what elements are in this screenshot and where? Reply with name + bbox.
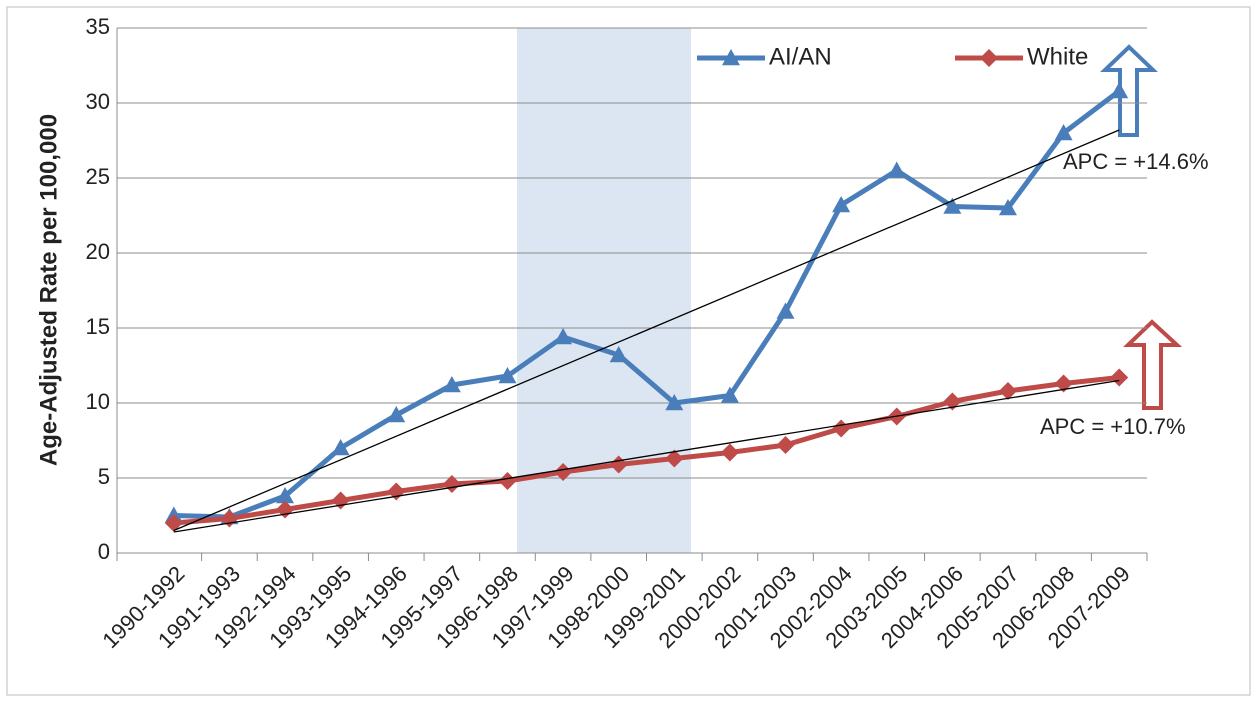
point-marker (276, 487, 295, 504)
y-tick-label: 5 (98, 464, 110, 489)
point-marker (998, 382, 1017, 400)
point-marker (998, 199, 1017, 216)
point-marker (1054, 124, 1073, 141)
y-tick-label: 25 (86, 164, 110, 189)
y-tick-label: 35 (86, 14, 110, 39)
annotation: APC = +10.7% (1040, 414, 1186, 439)
series-line (173, 89, 1121, 520)
point-marker (554, 328, 573, 345)
point-marker (943, 197, 962, 214)
point-marker (720, 443, 739, 462)
legend-label: White (1027, 43, 1088, 70)
up-arrow (1123, 319, 1183, 410)
point-marker (722, 49, 740, 66)
point-marker (887, 161, 906, 178)
point-marker (832, 196, 851, 213)
point-marker (387, 406, 406, 423)
point-marker (442, 376, 461, 393)
point-marker (720, 386, 739, 403)
point-marker (554, 463, 573, 481)
y-tick-label: 15 (86, 314, 110, 339)
up-arrow (1100, 44, 1158, 137)
annotation: APC = +14.6% (1063, 149, 1209, 174)
point-marker (665, 394, 684, 411)
point-marker (1110, 368, 1129, 387)
y-tick-label: 0 (98, 539, 110, 564)
point-marker (498, 367, 517, 384)
y-tick-label: 20 (86, 239, 110, 264)
legend-label: AI/AN (769, 43, 832, 70)
point-marker (331, 439, 350, 456)
point-marker (776, 302, 795, 319)
point-marker (1110, 82, 1129, 99)
point-marker (980, 49, 998, 67)
y-axis-label: Age-Adjusted Rate per 100,000 (35, 114, 62, 466)
point-marker (609, 346, 628, 363)
series-line (173, 375, 1120, 526)
y-tick-label: 30 (86, 89, 110, 114)
trend-line (173, 379, 1120, 533)
point-marker (164, 514, 183, 532)
point-marker (776, 436, 795, 454)
point-marker (498, 472, 517, 490)
point-marker (1054, 374, 1073, 393)
y-tick-label: 10 (86, 389, 110, 414)
trend-line (173, 129, 1120, 532)
point-marker (665, 449, 684, 468)
